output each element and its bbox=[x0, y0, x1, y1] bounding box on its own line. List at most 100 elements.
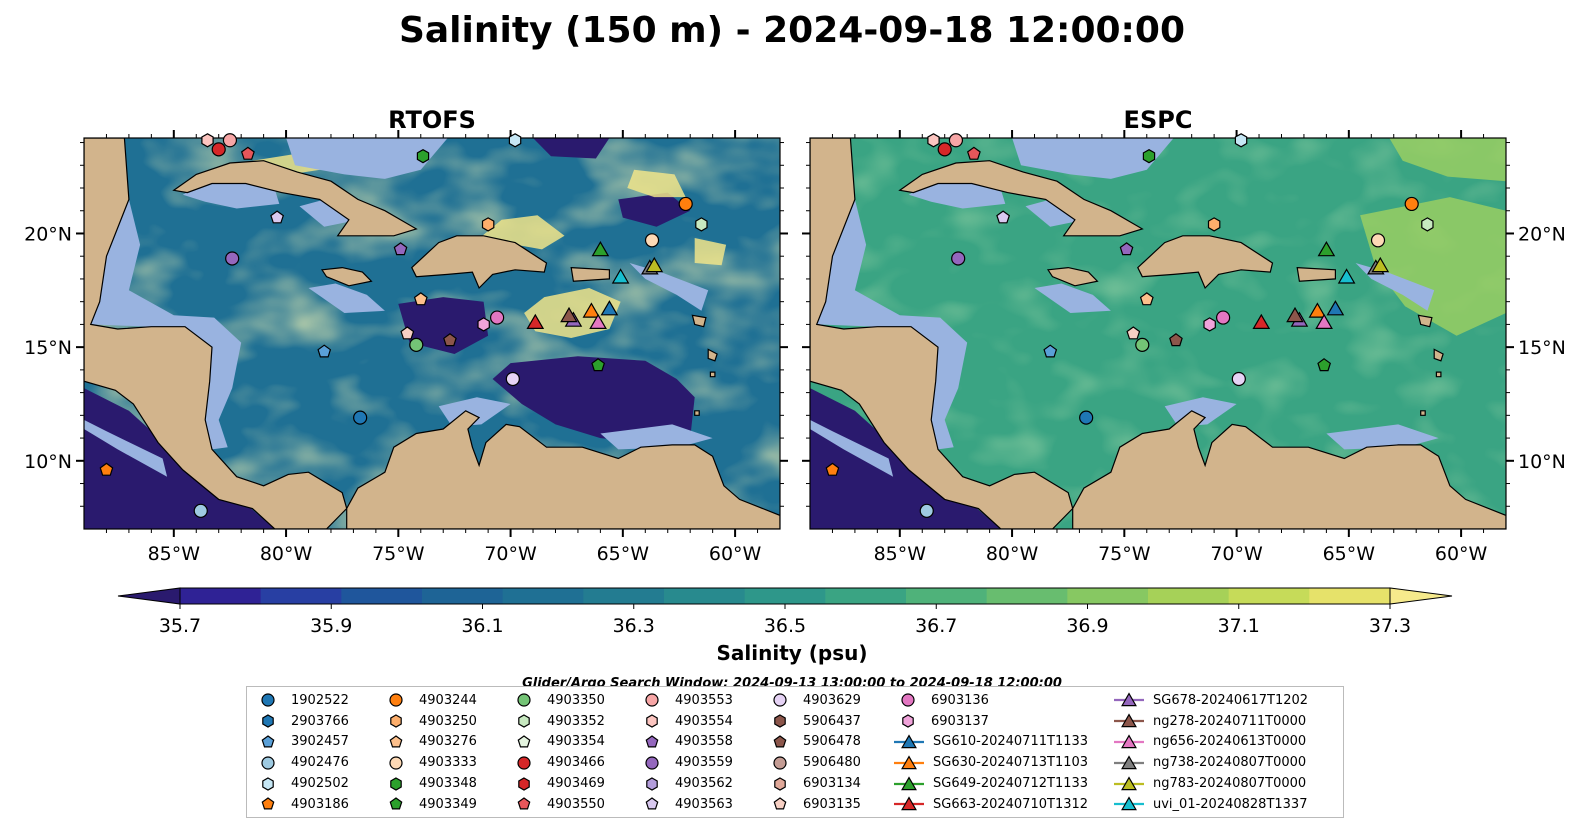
circle-icon bbox=[389, 693, 403, 707]
float-marker-4903563 bbox=[270, 210, 285, 224]
legend-float-symbol bbox=[389, 693, 403, 707]
glider-marker-SG610-20240711T1133 bbox=[600, 300, 619, 316]
float-marker-4903466 bbox=[937, 142, 952, 157]
colorbar-segment bbox=[664, 588, 746, 604]
legend-entry: SG678-20240617T1202 bbox=[1113, 690, 1308, 711]
float-marker-6903137 bbox=[1203, 317, 1216, 332]
circle-icon bbox=[261, 756, 275, 770]
glider-marker-SG630-20240713T1103 bbox=[582, 302, 601, 318]
hexagon-icon bbox=[390, 714, 402, 728]
legend-label: 6903135 bbox=[803, 796, 861, 812]
legend-label: 2903766 bbox=[291, 713, 349, 729]
glider-marker-ng656-20240613T0000 bbox=[1315, 313, 1333, 329]
hexagon-icon bbox=[518, 714, 530, 728]
float-marker-4903558 bbox=[393, 242, 408, 256]
circle-icon bbox=[645, 693, 659, 707]
legend-entry: 4903554 bbox=[637, 711, 733, 732]
legend-entry: 6903134 bbox=[765, 773, 861, 794]
legend-entry: 4903563 bbox=[637, 794, 733, 815]
colorbar-segment bbox=[260, 588, 342, 604]
legend-float-symbol bbox=[517, 735, 531, 748]
colorbar-segment bbox=[906, 588, 988, 604]
triangle-icon bbox=[894, 755, 924, 769]
x-tick-label: 80°W bbox=[986, 543, 1039, 565]
shallow-shelf bbox=[810, 138, 1439, 477]
glider-marker-ng783-20240807T0000 bbox=[1371, 256, 1390, 273]
float-marker-4903553 bbox=[222, 133, 238, 148]
float-marker-4903550 bbox=[240, 146, 255, 160]
legend-glider-symbol bbox=[901, 775, 917, 790]
glider-marker-SG630-20240713T1103 bbox=[1308, 302, 1327, 318]
legend-entry: ng783-20240807T0000 bbox=[1113, 773, 1308, 794]
land-patch bbox=[898, 160, 1144, 237]
float-marker-4903554 bbox=[201, 133, 214, 148]
legend-entry: 4903629 bbox=[765, 690, 861, 711]
land-patch bbox=[1435, 371, 1442, 378]
legend-float-symbol bbox=[773, 735, 787, 748]
legend-float-symbol bbox=[389, 797, 403, 810]
high-salinity-patch bbox=[627, 169, 686, 198]
legend-entry: SG630-20240713T1103 bbox=[893, 752, 1088, 773]
land-patch bbox=[1417, 314, 1433, 328]
colorbar-segment bbox=[341, 588, 423, 604]
shelf-patch bbox=[1034, 283, 1111, 313]
legend-entry: 5906437 bbox=[765, 711, 861, 732]
float-marker-4903333 bbox=[644, 233, 660, 248]
x-tick-label: 65°W bbox=[597, 543, 650, 565]
y-tick-label: 10°N bbox=[1518, 451, 1566, 473]
shelf-patch bbox=[629, 263, 709, 311]
glider-marker-SG610-20240711T1133 bbox=[1326, 300, 1345, 316]
float-marker-4903186 bbox=[825, 462, 840, 476]
land-patch bbox=[1296, 266, 1337, 282]
legend-float-symbol bbox=[390, 714, 402, 728]
colorbar-tick-label: 36.3 bbox=[613, 615, 655, 637]
pentagon-icon bbox=[261, 797, 275, 810]
triangle-icon bbox=[1114, 755, 1144, 769]
colorbar-tick-label: 36.9 bbox=[1066, 615, 1108, 637]
panel-title: ESPC bbox=[1124, 106, 1193, 134]
legend-label: ng656-20240613T0000 bbox=[1153, 734, 1307, 750]
high-salinity-patch bbox=[1389, 138, 1506, 182]
legend-label: 4903553 bbox=[675, 692, 733, 708]
glider-marker-ng783-20240807T0000 bbox=[645, 256, 664, 273]
land-patch bbox=[84, 138, 348, 529]
legend-entry: 1902522 bbox=[253, 690, 349, 711]
glider-marker-ng278-20240711T0000 bbox=[560, 306, 578, 323]
legend-entry: SG649-20240712T1133 bbox=[893, 773, 1088, 794]
legend-float-symbol bbox=[901, 693, 915, 707]
legend-label: SG610-20240711T1133 bbox=[933, 734, 1089, 750]
circle-icon bbox=[517, 756, 531, 770]
land-patch bbox=[694, 410, 700, 416]
legend-float-symbol bbox=[262, 776, 274, 791]
colorbar-segment bbox=[1228, 588, 1310, 604]
float-marker-1902522 bbox=[1079, 410, 1094, 425]
glider-marker-SG649-20240712T1133 bbox=[1317, 241, 1336, 257]
legend-float-symbol bbox=[645, 735, 659, 748]
float-marker-4903348 bbox=[1142, 149, 1156, 164]
glider-marker-SG649-20240712T1133 bbox=[591, 241, 610, 257]
circle-icon bbox=[773, 756, 787, 770]
land-patch bbox=[1072, 410, 1506, 529]
shelf-patch bbox=[816, 199, 968, 450]
float-marker-4903559 bbox=[951, 251, 966, 266]
legend-entry: 4903349 bbox=[381, 794, 477, 815]
legend-float-symbol bbox=[389, 756, 403, 770]
legend-label: 4903349 bbox=[419, 796, 477, 812]
y-tick-label: 15°N bbox=[24, 337, 72, 359]
legend-entry: 4903352 bbox=[509, 711, 605, 732]
legend-glider-symbol bbox=[901, 796, 917, 811]
land-patch bbox=[1137, 235, 1274, 290]
land-patch bbox=[1433, 348, 1444, 362]
legend-float-symbol bbox=[517, 797, 531, 810]
colorbar-tick-label: 35.7 bbox=[159, 615, 201, 637]
pentagon-icon bbox=[773, 735, 787, 748]
hexagon-icon bbox=[390, 776, 402, 791]
legend-glider-symbol bbox=[1121, 713, 1137, 728]
map-panel-rtofs: RTOFS 85°W 80°W 75°W 70°W 65°W 60°W 20°N 15°N 10… bbox=[24, 106, 788, 565]
colorbar-segment bbox=[502, 588, 584, 604]
high-salinity-regions bbox=[1360, 138, 1506, 336]
land-patch bbox=[570, 266, 611, 282]
x-tick-label: 70°W bbox=[484, 543, 537, 565]
legend-label: 4902476 bbox=[291, 755, 349, 771]
shelf-patch bbox=[1326, 424, 1439, 450]
